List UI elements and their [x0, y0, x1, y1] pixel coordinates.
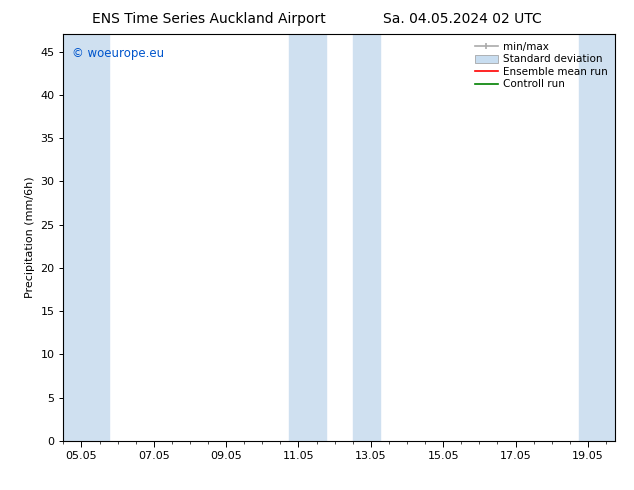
Legend: min/max, Standard deviation, Ensemble mean run, Controll run: min/max, Standard deviation, Ensemble me… — [473, 40, 610, 92]
Bar — [579, 34, 615, 441]
Y-axis label: Precipitation (mm/6h): Precipitation (mm/6h) — [25, 177, 35, 298]
Text: ENS Time Series Auckland Airport: ENS Time Series Auckland Airport — [93, 12, 326, 26]
Bar — [63, 34, 108, 441]
Text: Sa. 04.05.2024 02 UTC: Sa. 04.05.2024 02 UTC — [384, 12, 542, 26]
Text: © woeurope.eu: © woeurope.eu — [72, 47, 164, 59]
Bar — [290, 34, 326, 441]
Bar — [353, 34, 380, 441]
